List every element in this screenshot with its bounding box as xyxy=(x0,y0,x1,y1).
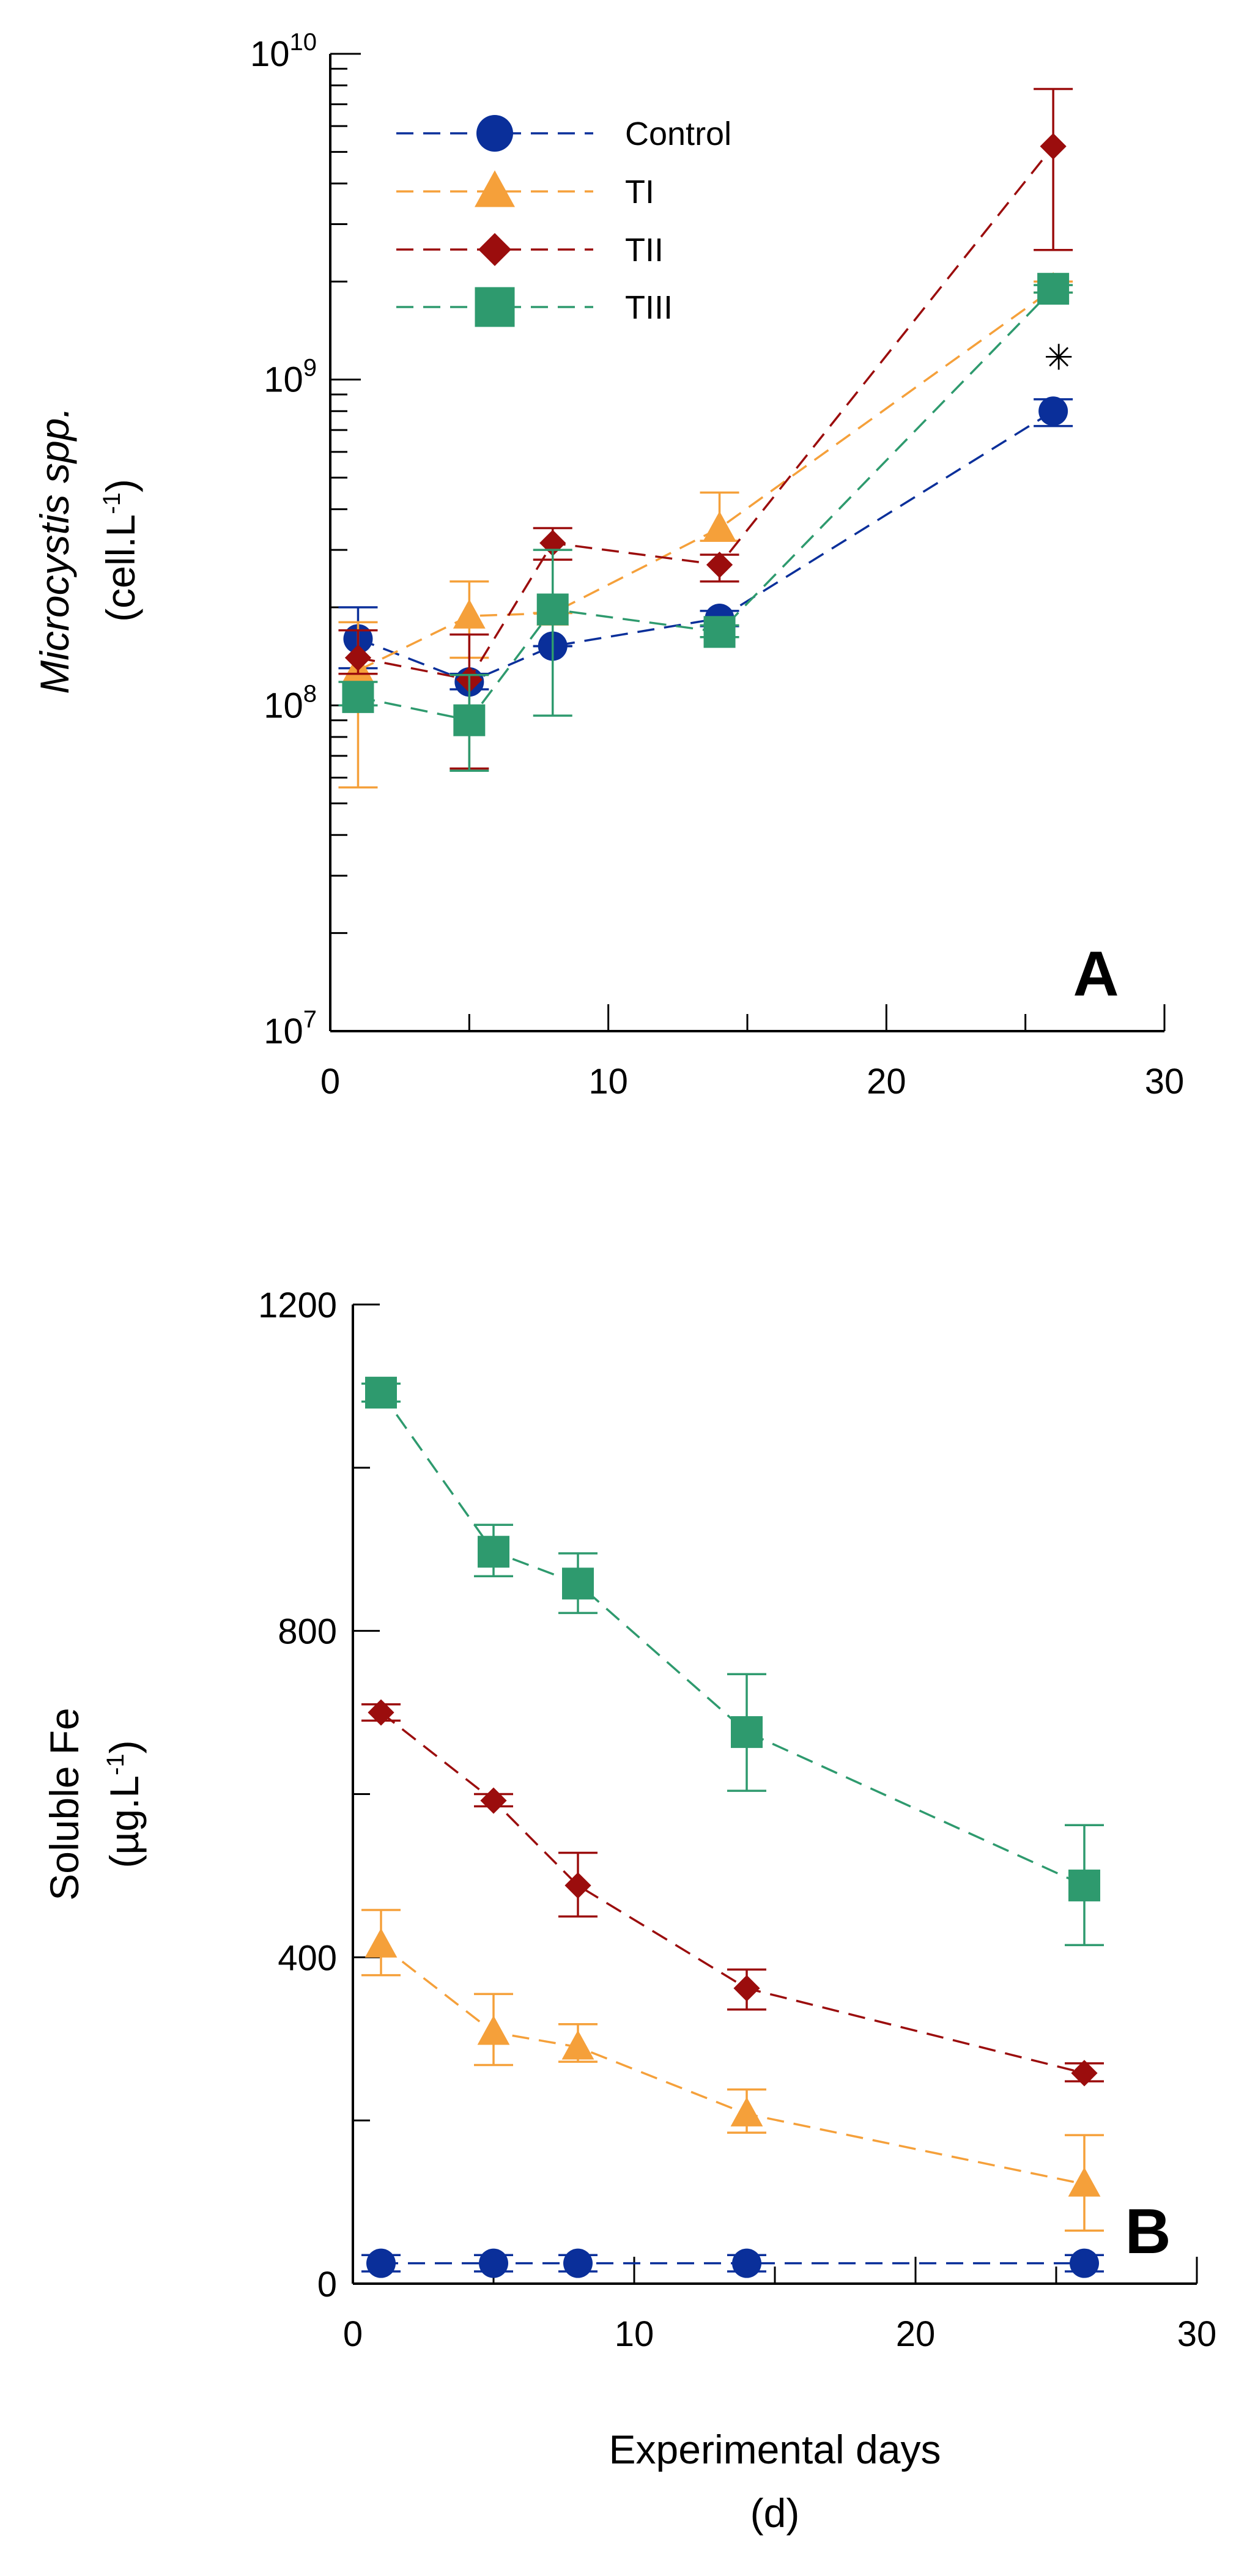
unit-superscript: -1 xyxy=(102,1753,129,1775)
y-tick-label-a: 1010 xyxy=(250,29,317,74)
data-point-control-b xyxy=(366,2248,396,2278)
x-tick-label-b: 30 xyxy=(1177,2314,1217,2354)
y-tick-label-b: 800 xyxy=(278,1612,337,1652)
unit-text: (µg.L xyxy=(102,1775,147,1868)
legend-marker-ti xyxy=(475,170,515,207)
y-tick-label-a: 108 xyxy=(264,680,317,725)
data-point-tiii-a xyxy=(453,704,486,736)
data-point-tiii-a xyxy=(536,593,569,626)
error-bar-tii-a xyxy=(1034,87,1073,251)
series-line-ti-a xyxy=(357,287,1054,672)
panel-label-a: A xyxy=(1073,939,1119,1010)
y-tick-base: 10 xyxy=(264,686,303,725)
x-tick-label-b: 20 xyxy=(896,2314,936,2354)
data-point-ti-b xyxy=(561,2030,594,2060)
data-point-control-a xyxy=(1038,396,1068,426)
data-point-tii-a xyxy=(344,644,372,672)
x-tick-label-a: 30 xyxy=(1145,1062,1185,1101)
y-axis-unit-b: (µg.L-1) xyxy=(102,1740,147,1868)
data-point-tii-a xyxy=(1040,133,1067,160)
legend-marker-control xyxy=(476,115,513,152)
y-tick-label-a: 109 xyxy=(264,355,317,400)
y-tick-label-b: 400 xyxy=(278,1938,337,1978)
data-point-tiii-a xyxy=(1037,273,1070,305)
significance-asterisk: ✳ xyxy=(1044,338,1074,377)
legend-label-control: Control xyxy=(625,116,731,152)
legend-label-ti: TI xyxy=(625,174,654,210)
x-axis-subtitle-b: (d) xyxy=(750,2490,800,2536)
y-axis-title-italic: Microcystis spp. xyxy=(32,407,77,694)
data-point-ti-a xyxy=(703,511,736,541)
data-point-tii-b xyxy=(564,1872,591,1899)
series-line-tii-b xyxy=(380,1711,1085,2074)
x-axis-title-b: Experimental days xyxy=(609,2427,941,2472)
y-tick-base: 10 xyxy=(264,360,303,400)
x-tick-label-a: 20 xyxy=(867,1062,906,1101)
y-axis-title-a: Microcystis spp. xyxy=(32,407,77,694)
y-tick-label-b: 1200 xyxy=(258,1286,337,1325)
data-point-control-b xyxy=(563,2248,593,2278)
data-point-tiii-b xyxy=(1068,1869,1100,1901)
data-point-tii-b xyxy=(1071,2060,1098,2087)
series-line-tii-a xyxy=(358,146,1054,681)
x-tick-label-a: 10 xyxy=(588,1062,628,1101)
data-point-ti-b xyxy=(364,1928,398,1958)
unit-text-close: ) xyxy=(102,1740,147,1753)
y-tick-label-a: 107 xyxy=(264,1006,317,1051)
data-point-ti-b xyxy=(477,2015,510,2045)
panel-b: 0 10 20 30 0 400 800 1200 B Soluble Fe (µg.L-1) Exp… xyxy=(42,1286,1216,2536)
y-tick-exponent: 8 xyxy=(303,680,317,707)
x-tick-label-b: 0 xyxy=(343,2314,363,2354)
data-point-tii-b xyxy=(733,1975,760,2002)
data-point-tiii-b xyxy=(562,1567,594,1600)
legend-marker-tii xyxy=(478,233,511,266)
data-point-control-b xyxy=(479,2248,508,2278)
data-point-tii-b xyxy=(480,1787,507,1814)
data-point-tii-a xyxy=(706,551,733,579)
data-point-tiii-b xyxy=(731,1716,763,1749)
legend-label-tiii: TIII xyxy=(625,289,673,326)
y-tick-base: 10 xyxy=(250,34,290,74)
legend: Control TI TII TIII xyxy=(396,115,731,327)
data-point-tii-a xyxy=(539,530,566,557)
y-tick-exponent: 10 xyxy=(290,29,317,56)
data-point-ti-b xyxy=(730,2097,763,2126)
legend-label-tii: TII xyxy=(625,232,664,268)
panel-label-b: B xyxy=(1125,2196,1171,2267)
data-point-tiii-a xyxy=(342,681,374,713)
x-tick-label-a: 0 xyxy=(320,1062,340,1101)
unit-text-close: ) xyxy=(98,479,143,492)
series-line-tiii-a xyxy=(358,287,1054,722)
data-point-control-b xyxy=(1070,2248,1099,2278)
y-tick-exponent: 7 xyxy=(303,1006,317,1033)
data-point-tii-b xyxy=(368,1699,394,1726)
data-point-ti-a xyxy=(453,599,486,629)
data-point-tiii-b xyxy=(365,1377,397,1409)
unit-superscript: -1 xyxy=(98,492,125,514)
data-point-tiii-a xyxy=(703,616,736,648)
unit-text: (cell.L xyxy=(98,514,143,622)
data-point-ti-b xyxy=(1068,2167,1101,2197)
x-tick-label-b: 10 xyxy=(615,2314,654,2354)
y-tick-label-b: 0 xyxy=(317,2265,337,2304)
data-point-control-b xyxy=(732,2248,761,2278)
legend-marker-tiii xyxy=(475,287,515,327)
data-point-tiii-b xyxy=(478,1536,509,1568)
error-bar-tiii-a xyxy=(533,549,572,717)
y-axis-unit-a: (cell.L-1) xyxy=(98,479,143,622)
y-tick-base: 10 xyxy=(264,1012,303,1051)
y-tick-exponent: 9 xyxy=(303,355,317,382)
series-line-tiii-b xyxy=(380,1392,1085,1887)
y-axis-title-b: Soluble Fe xyxy=(42,1708,87,1901)
panel-a: 0 10 20 301071081091010A✳ControlTITIITIIIMi… xyxy=(32,29,1184,1101)
